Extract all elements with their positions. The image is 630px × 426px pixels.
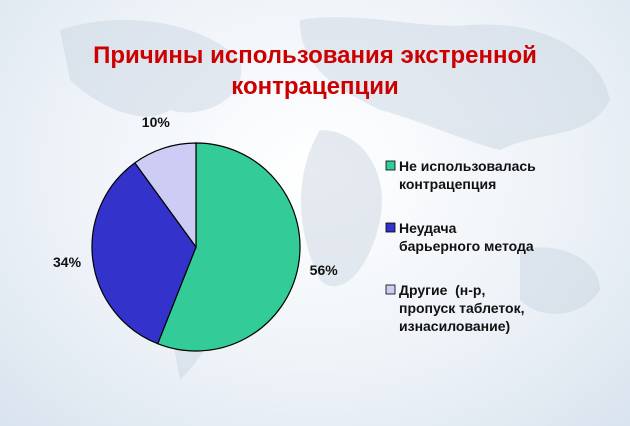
value-label: 56% <box>310 262 339 278</box>
pie-slice <box>91 162 197 345</box>
legend-swatch <box>385 284 396 295</box>
chart-title: Причины использования экстренной контрац… <box>93 42 537 100</box>
legend-label: Неудача барьерного метода <box>399 220 534 254</box>
pie-slice <box>134 142 197 249</box>
value-label: 34% <box>53 254 82 270</box>
legend-label: Другие (н-р, пропуск таблеток, изнасилов… <box>399 282 525 334</box>
pie-slice <box>156 142 301 352</box>
legend-swatch <box>385 160 396 171</box>
value-label: 10% <box>142 114 171 130</box>
legend-label: Не использовалась контрацепция <box>399 158 536 192</box>
legend-swatch <box>385 222 396 233</box>
